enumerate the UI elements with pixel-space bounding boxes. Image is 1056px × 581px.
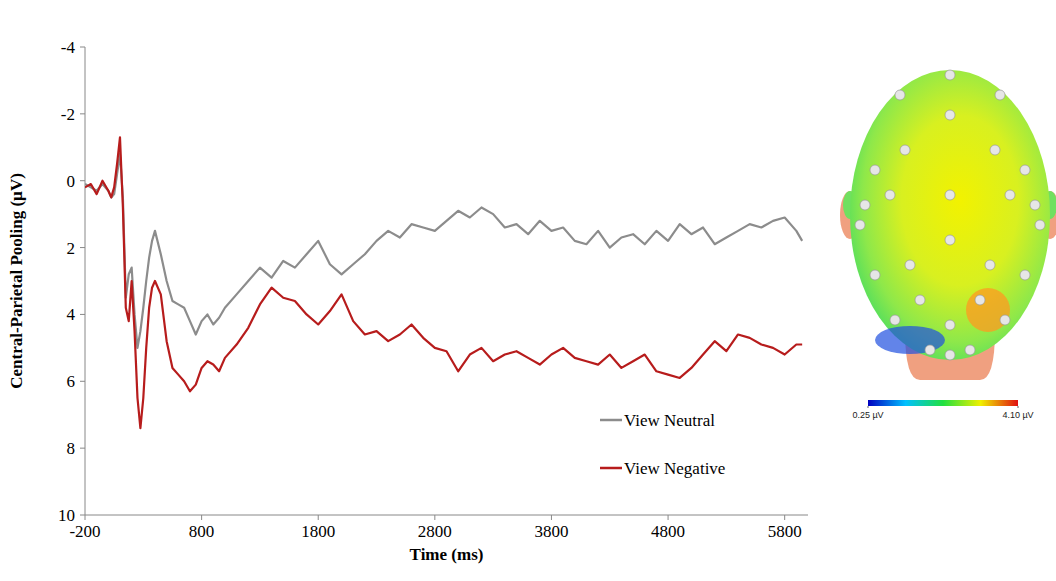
legend-swatch — [600, 467, 622, 470]
x-tick-label: 5800 — [768, 522, 802, 541]
y-tick-label: -2 — [61, 105, 75, 124]
electrode — [945, 320, 955, 330]
electrode — [965, 345, 975, 355]
x-tick — [434, 515, 435, 520]
colorbar-label: 4.10 µV — [1002, 410, 1033, 420]
electrode — [945, 350, 955, 360]
x-tick — [551, 515, 552, 520]
series-line — [85, 154, 802, 348]
x-tick-label: 2800 — [418, 522, 452, 541]
x-tick — [201, 515, 202, 520]
electrode — [900, 145, 910, 155]
x-tick-label: 4800 — [651, 522, 685, 541]
electrode — [895, 90, 905, 100]
electrode — [860, 200, 870, 210]
y-tick-label: 2 — [67, 239, 76, 258]
y-tick — [80, 448, 85, 449]
x-tick-label: -200 — [69, 522, 100, 541]
y-tick — [80, 247, 85, 248]
x-axis — [85, 515, 808, 516]
electrode — [990, 145, 1000, 155]
colorbar-tick — [1018, 406, 1019, 408]
colorbar — [868, 400, 1018, 406]
hot-spot — [966, 288, 1010, 332]
electrode — [1020, 165, 1030, 175]
y-tick-label: 0 — [67, 172, 76, 191]
electrode — [885, 190, 895, 200]
electrode — [1035, 220, 1045, 230]
colorbar-tick — [868, 406, 869, 408]
electrode — [1005, 190, 1015, 200]
legend-label: View Negative — [624, 459, 725, 478]
x-tick-label: 800 — [189, 522, 215, 541]
x-tick — [668, 515, 669, 520]
electrode — [975, 295, 985, 305]
y-tick-label: 8 — [67, 439, 76, 458]
chart: -4-20246810-20080018002800380048005800Ti… — [0, 0, 1056, 581]
colorbar-label: 0.25 µV — [852, 410, 883, 420]
x-tick — [318, 515, 319, 520]
y-tick-label: -4 — [61, 38, 76, 57]
series-line — [85, 137, 802, 428]
x-axis-title: Time (ms) — [410, 545, 484, 564]
electrode — [925, 345, 935, 355]
electrode — [945, 190, 955, 200]
electrode — [855, 220, 865, 230]
x-tick — [784, 515, 785, 520]
plot-lines — [85, 137, 802, 428]
legend-swatch — [600, 419, 622, 422]
electrode — [870, 165, 880, 175]
cold-spot — [875, 326, 945, 354]
x-tick-label: 3800 — [534, 522, 568, 541]
y-tick — [80, 180, 85, 181]
electrode — [945, 70, 955, 80]
electrode — [870, 270, 880, 280]
electrode — [1030, 200, 1040, 210]
electrode — [985, 260, 995, 270]
y-tick-label: 4 — [67, 305, 76, 324]
electrode — [995, 90, 1005, 100]
y-tick — [80, 314, 85, 315]
electrode — [945, 235, 955, 245]
y-axis-title: Central-Parietal Pooling (µV) — [7, 173, 26, 389]
electrode — [1020, 270, 1030, 280]
x-tick — [85, 515, 86, 520]
electrode — [915, 295, 925, 305]
y-tick — [80, 47, 85, 48]
y-tick-label: 6 — [67, 372, 76, 391]
y-tick — [80, 113, 85, 114]
y-tick — [80, 515, 85, 516]
electrode — [890, 315, 900, 325]
y-tick — [80, 381, 85, 382]
head — [850, 70, 1050, 360]
electrode — [1000, 315, 1010, 325]
electrode — [945, 110, 955, 120]
electrode — [905, 260, 915, 270]
x-tick-label: 1800 — [301, 522, 335, 541]
legend-label: View Neutral — [624, 411, 715, 430]
y-axis — [85, 47, 86, 515]
